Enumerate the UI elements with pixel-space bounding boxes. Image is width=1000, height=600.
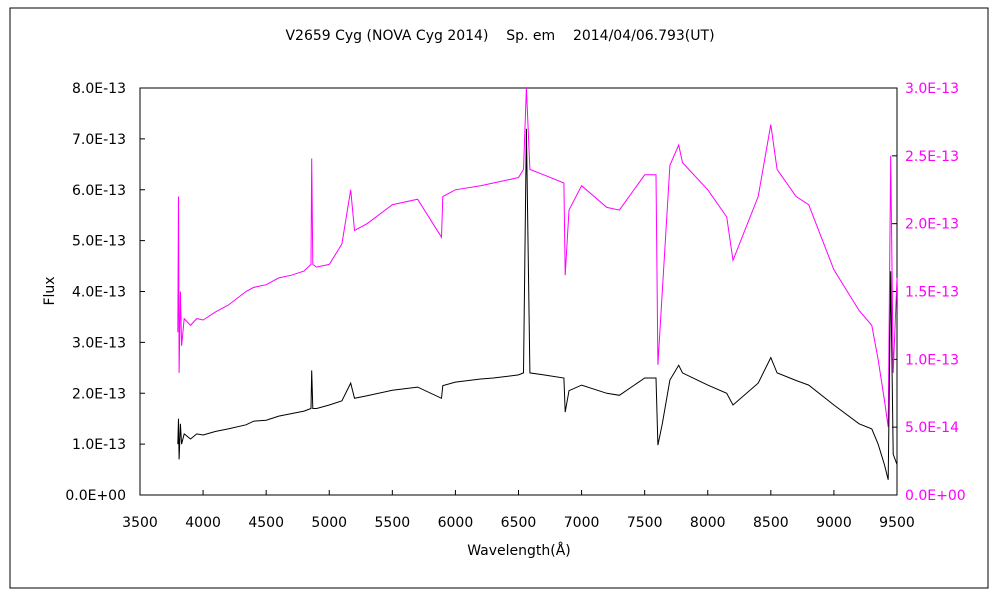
x-tick-label: 9000 [816,515,852,531]
x-tick-label: 5000 [311,515,347,531]
y2-tick-label: 2.0E-13 [905,217,959,233]
y-tick-label: 8.0E-13 [72,81,126,97]
x-tick-label: 7500 [627,515,663,531]
chart-frame [9,7,989,589]
x-tick-label: 3500 [122,515,158,531]
y-tick-label: 4.0E-13 [72,285,126,301]
x-tick-label: 5500 [375,515,411,531]
series-line-left [177,128,898,480]
x-axis-label: Wavelength(Å) [467,542,571,559]
y-tick-label: 5.0E-13 [72,234,126,250]
chart-title: V2659 Cyg (NOVA Cyg 2014) Sp. em 2014/04… [285,28,714,44]
y-tick-label: 3.0E-13 [72,335,126,351]
y-tick-label: 1.0E-13 [72,437,126,453]
y2-tick-label: 1.5E-13 [905,285,959,301]
x-tick-label: 8000 [690,515,726,531]
y-tick-label: 7.0E-13 [72,132,126,148]
y-tick-label: 6.0E-13 [72,183,126,199]
y-tick-label: 0.0E+00 [65,488,126,504]
y2-tick-label: 3.0E-13 [905,81,959,97]
y2-tick-label: 2.5E-13 [905,149,959,165]
x-tick-label: 4500 [248,515,284,531]
y2-tick-label: 0.0E+00 [905,488,966,504]
x-tick-label: 6500 [501,515,537,531]
y-tick-label: 2.0E-13 [72,386,126,402]
x-tick-label: 6000 [438,515,474,531]
series-line-right [177,87,898,428]
y2-tick-label: 5.0E-14 [905,420,959,436]
y-axis-label: Flux [42,276,58,305]
x-tick-label: 9500 [879,515,915,531]
x-tick-label: 8500 [753,515,789,531]
x-tick-label: 4000 [185,515,221,531]
y2-tick-label: 1.0E-13 [905,352,959,368]
x-tick-label: 7000 [564,515,600,531]
